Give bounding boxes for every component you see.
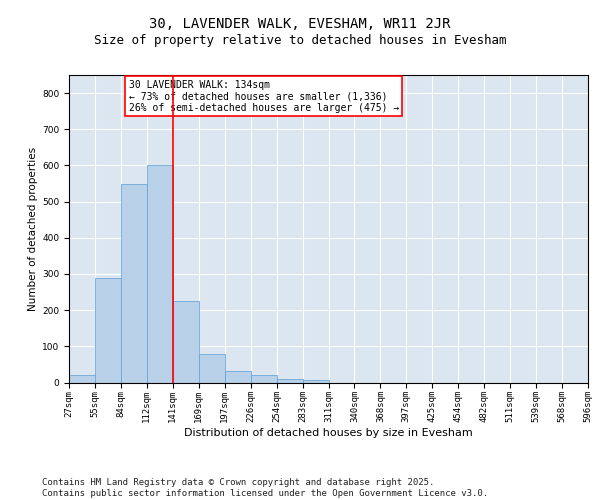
Text: 30, LAVENDER WALK, EVESHAM, WR11 2JR: 30, LAVENDER WALK, EVESHAM, WR11 2JR [149,18,451,32]
Bar [147,166,173,382]
Text: 30 LAVENDER WALK: 134sqm
← 73% of detached houses are smaller (1,336)
26% of sem: 30 LAVENDER WALK: 134sqm ← 73% of detach… [128,80,399,113]
X-axis label: Distribution of detached houses by size in Evesham: Distribution of detached houses by size … [184,428,473,438]
Text: Contains HM Land Registry data © Crown copyright and database right 2025.
Contai: Contains HM Land Registry data © Crown c… [42,478,488,498]
Bar [225,371,251,382]
Bar [173,301,199,382]
Text: Size of property relative to detached houses in Evesham: Size of property relative to detached ho… [94,34,506,47]
Bar [199,354,224,382]
Bar [251,374,277,382]
Bar [69,376,95,382]
Bar [95,278,121,382]
Bar [277,379,302,382]
Bar [302,380,329,382]
Bar [121,184,147,382]
Y-axis label: Number of detached properties: Number of detached properties [28,146,38,311]
